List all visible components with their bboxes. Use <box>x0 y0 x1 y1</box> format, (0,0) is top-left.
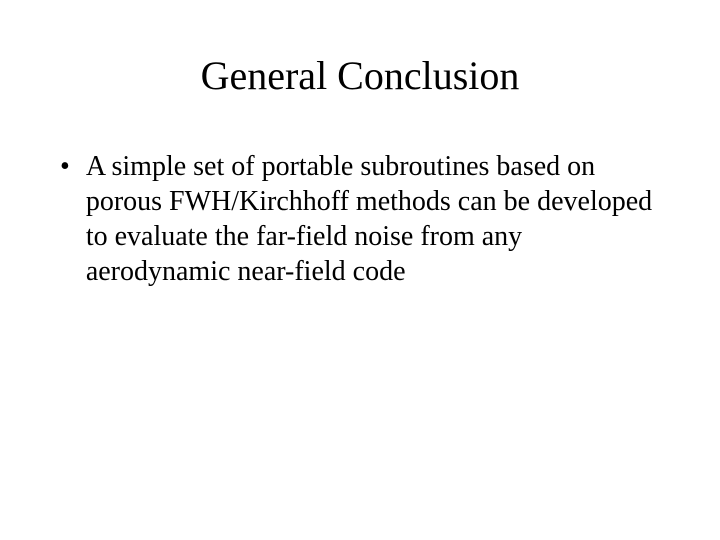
slide-content: • A simple set of portable subroutines b… <box>0 149 720 289</box>
bullet-marker: • <box>60 149 70 184</box>
bullet-text: A simple set of portable subroutines bas… <box>86 149 660 289</box>
slide-container: General Conclusion • A simple set of por… <box>0 0 720 540</box>
bullet-item: • A simple set of portable subroutines b… <box>60 149 660 289</box>
slide-title: General Conclusion <box>0 52 720 99</box>
